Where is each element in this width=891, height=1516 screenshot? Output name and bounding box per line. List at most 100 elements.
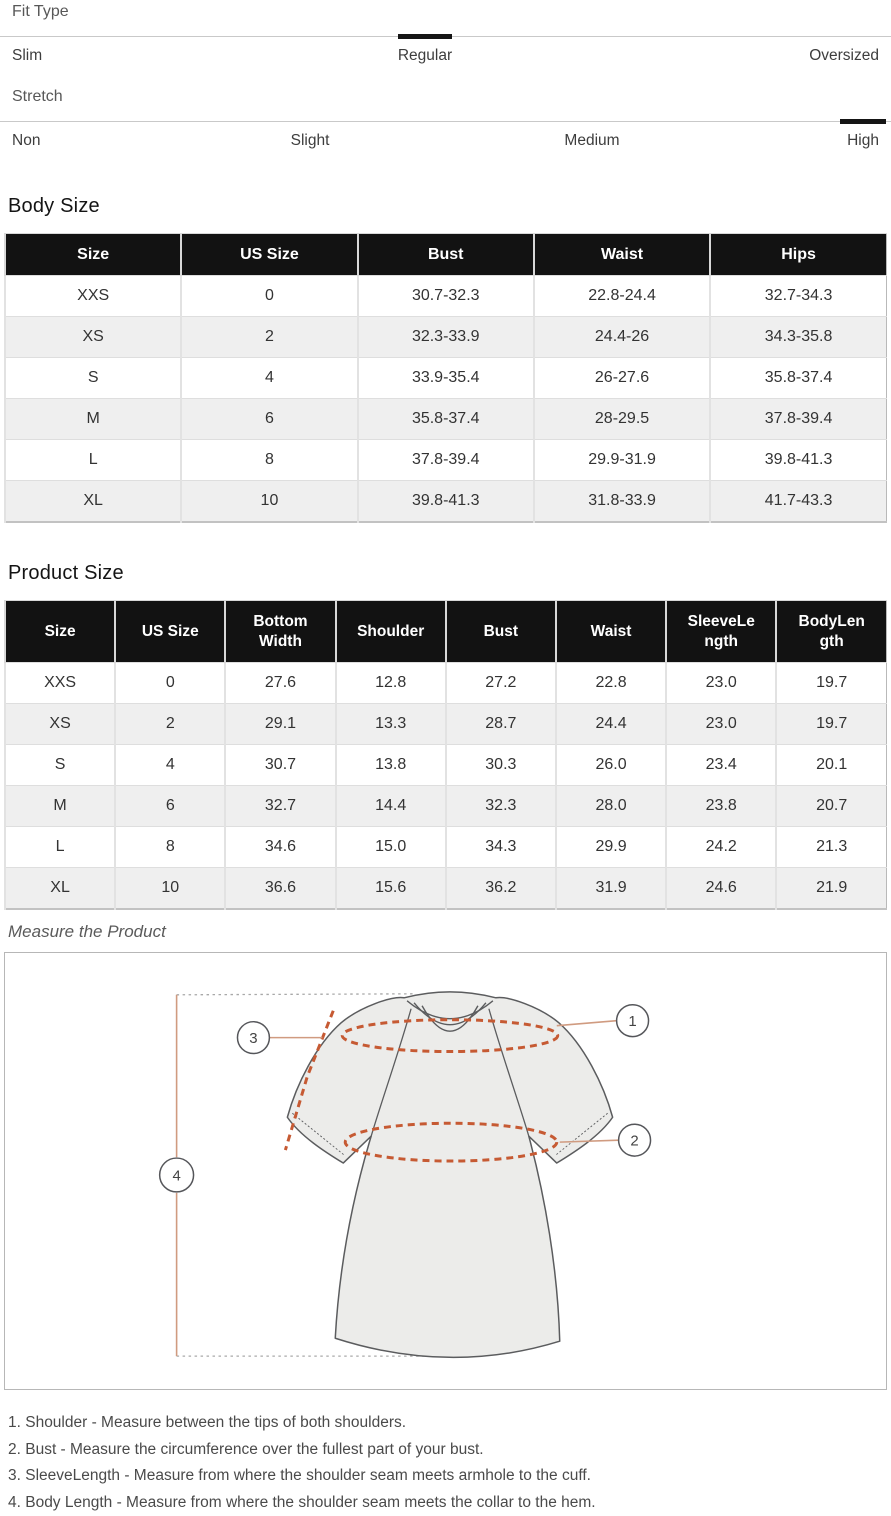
table-cell: 21.3	[776, 827, 886, 868]
table-cell: 4	[181, 358, 357, 399]
table-cell: 19.7	[776, 704, 886, 745]
table-cell: 21.9	[776, 868, 886, 910]
stretch-option-medium: Medium	[564, 132, 619, 150]
table-cell: 31.9	[556, 868, 666, 910]
table-cell: 37.8-39.4	[710, 399, 886, 440]
table-cell: 23.8	[666, 786, 776, 827]
callout-1-number: 1	[628, 1013, 636, 1030]
table-cell: 32.7-34.3	[710, 276, 886, 317]
fit-option-slim: Slim	[12, 47, 42, 65]
table-cell: 37.8-39.4	[358, 440, 534, 481]
stretch-marker	[840, 119, 886, 124]
table-cell: 20.1	[776, 745, 886, 786]
column-header: Shoulder	[336, 601, 446, 663]
fit-type-section: Fit Type Slim Regular Oversized	[0, 0, 891, 67]
stretch-option-non: Non	[12, 132, 40, 150]
table-cell: 13.8	[336, 745, 446, 786]
table-cell: XS	[5, 317, 181, 358]
table-cell: M	[5, 399, 181, 440]
table-cell: 23.4	[666, 745, 776, 786]
column-header: US Size	[181, 234, 357, 276]
table-cell: 32.3-33.9	[358, 317, 534, 358]
column-header: Size	[5, 234, 181, 276]
table-cell: 30.3	[446, 745, 556, 786]
table-cell: 22.8-24.4	[534, 276, 710, 317]
column-header: Waist	[556, 601, 666, 663]
table-cell: 39.8-41.3	[710, 440, 886, 481]
measure-note-sleevelength: 3. SleeveLength - Measure from where the…	[8, 1463, 891, 1490]
table-cell: 29.9	[556, 827, 666, 868]
column-header: Waist	[534, 234, 710, 276]
fit-option-oversized: Oversized	[809, 47, 879, 65]
table-cell: 8	[115, 827, 225, 868]
table-cell: 31.8-33.9	[534, 481, 710, 523]
table-cell: 24.6	[666, 868, 776, 910]
fit-type-options: Slim Regular Oversized	[0, 47, 891, 67]
table-cell: 20.7	[776, 786, 886, 827]
table-cell: 33.9-35.4	[358, 358, 534, 399]
fit-type-label: Fit Type	[0, 0, 891, 22]
table-cell: S	[5, 745, 115, 786]
table-cell: S	[5, 358, 181, 399]
product-size-heading: Product Size	[8, 562, 891, 585]
callout-1: 1	[617, 1005, 649, 1037]
table-cell: 26-27.6	[534, 358, 710, 399]
table-cell: 22.8	[556, 663, 666, 704]
table-cell: 14.4	[336, 786, 446, 827]
stretch-section: Stretch Non Slight Medium High	[0, 85, 891, 152]
table-cell: 2	[115, 704, 225, 745]
stretch-options: Non Slight Medium High	[0, 132, 891, 152]
stretch-option-slight: Slight	[291, 132, 330, 150]
table-cell: 24.2	[666, 827, 776, 868]
table-cell: 27.2	[446, 663, 556, 704]
table-cell: 30.7	[225, 745, 335, 786]
tshirt-outline	[287, 992, 612, 1358]
table-cell: 19.7	[776, 663, 886, 704]
stretch-label: Stretch	[0, 85, 891, 107]
table-cell: 24.4-26	[534, 317, 710, 358]
callout-3-number: 3	[249, 1030, 257, 1047]
table-cell: 2	[181, 317, 357, 358]
table-cell: 6	[181, 399, 357, 440]
table-cell: 34.3-35.8	[710, 317, 886, 358]
measurement-notes: 1. Shoulder - Measure between the tips o…	[8, 1410, 891, 1516]
table-cell: XL	[5, 868, 115, 910]
table-cell: 35.8-37.4	[710, 358, 886, 399]
table-cell: 12.8	[336, 663, 446, 704]
table-cell: 8	[181, 440, 357, 481]
measure-note-bodylength: 4. Body Length - Measure from where the …	[8, 1490, 891, 1516]
column-header: SleeveLength	[666, 601, 776, 663]
table-cell: L	[5, 827, 115, 868]
stretch-track	[0, 119, 891, 125]
body-size-heading: Body Size	[8, 195, 891, 218]
table-cell: M	[5, 786, 115, 827]
table-cell: 30.7-32.3	[358, 276, 534, 317]
table-cell: 4	[115, 745, 225, 786]
column-header: Size	[5, 601, 115, 663]
column-header: Bust	[446, 601, 556, 663]
column-header: US Size	[115, 601, 225, 663]
table-cell: 13.3	[336, 704, 446, 745]
table-cell: 34.3	[446, 827, 556, 868]
callout-2: 2	[619, 1124, 651, 1156]
table-cell: 32.7	[225, 786, 335, 827]
table-cell: 0	[115, 663, 225, 704]
table-cell: 29.1	[225, 704, 335, 745]
callout-2-number: 2	[630, 1133, 638, 1150]
table-cell: 6	[115, 786, 225, 827]
tshirt-diagram-svg: 1 2 3 4	[5, 953, 886, 1389]
table-cell: 27.6	[225, 663, 335, 704]
table-cell: L	[5, 440, 181, 481]
table-cell: 23.0	[666, 663, 776, 704]
column-header: Bottom Width	[225, 601, 335, 663]
